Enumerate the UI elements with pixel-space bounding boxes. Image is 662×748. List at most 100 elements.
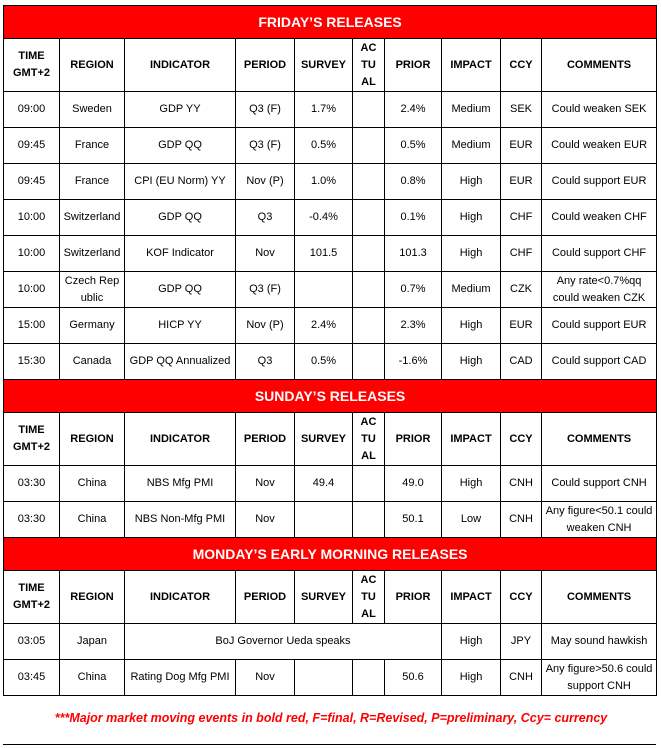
section-title-row: FRIDAY’S RELEASES [2,5,658,39]
cell-ccy: CHF [500,235,542,272]
cell-actual [352,659,385,696]
header-indicator: INDICATOR [124,38,236,92]
cell-region: Germany [59,307,125,344]
cell-period: Nov (P) [235,307,295,344]
cell-ccy: EUR [500,163,542,200]
header-region: REGION [59,412,125,466]
cell-region: China [59,659,125,696]
header-time: TIME GMT+2 [3,38,60,92]
table-row: 09:45 France GDP QQ Q3 (F) 0.5% 0.5% Medium EUR… [3,127,658,164]
cell-prior: 2.4% [384,91,442,128]
cell-impact: High [441,343,501,380]
cell-ccy: CNH [500,501,542,538]
cell-survey: 0.5% [294,343,353,380]
cell-impact: High [441,465,501,502]
cell-comments: Could support CHF [540,235,658,272]
cell-period: Nov [235,501,295,538]
header-prior: PRIOR [384,570,442,624]
cell-indicator: BoJ Governor Ueda speaks [124,623,442,660]
cell-indicator: GDP QQ [124,127,236,164]
cell-indicator: CPI (EU Norm) YY [124,163,236,200]
cell-indicator: GDP QQ Annualized [124,343,236,380]
cell-indicator: GDP QQ [124,199,236,236]
header-region: REGION [59,570,125,624]
cell-survey [294,271,353,308]
header-survey: SURVEY [294,38,353,92]
cell-comments: Could support EUR [540,163,658,200]
cell-indicator: NBS Mfg PMI [124,465,236,502]
cell-indicator: NBS Non-Mfg PMI [124,501,236,538]
cell-ccy: EUR [500,127,542,164]
cell-time: 10:00 [3,271,60,308]
cell-time: 10:00 [3,199,60,236]
table-row: 10:00 Switzerland KOF Indicator Nov 101.5 101… [3,235,658,272]
header-ccy: CCY [500,412,542,466]
table-row: 03:05 Japan BoJ Governor Ueda speaks High JP… [3,623,658,660]
cell-actual [352,501,385,538]
cell-impact: High [441,623,501,660]
header-row: TIME GMT+2 REGION INDICATOR PERIOD SURVEY AC … [3,412,658,466]
cell-period: Q3 (F) [235,271,295,308]
cell-comments: May sound hawkish [540,623,658,660]
section-title-row: SUNDAY’S RELEASES [2,379,658,413]
table-row: 10:00 Czech Republic GDP QQ Q3 (F) 0.7% Mediu… [3,271,658,308]
cell-actual [352,271,385,308]
header-impact: IMPACT [441,570,501,624]
cell-time: 03:45 [3,659,60,696]
cell-actual [352,307,385,344]
cell-indicator: HICP YY [124,307,236,344]
cell-time: 15:30 [3,343,60,380]
cell-region: Japan [59,623,125,660]
cell-impact: High [441,235,501,272]
header-indicator: INDICATOR [124,570,236,624]
cell-prior: -1.6% [384,343,442,380]
cell-prior: 50.1 [384,501,442,538]
table-row: 10:00 Switzerland GDP QQ Q3 -0.4% 0.1% High CHF… [3,199,658,236]
cell-time: 09:45 [3,163,60,200]
header-time: TIME GMT+2 [3,412,60,466]
table-row: 15:30 Canada GDP QQ Annualized Q3 0.5% -1.6% H… [3,343,658,380]
cell-actual [352,235,385,272]
header-row: TIME GMT+2 REGION INDICATOR PERIOD SURVEY AC … [3,38,658,92]
table-row: 03:45 China Rating Dog Mfg PMI Nov 50.6 High C… [3,659,658,696]
cell-region: France [59,163,125,200]
header-period: PERIOD [235,38,295,92]
header-impact: IMPACT [441,38,501,92]
cell-period: Q3 (F) [235,127,295,164]
cell-ccy: EUR [500,307,542,344]
header-ccy: CCY [500,570,542,624]
footnote: ***Major market moving events in bold re… [54,711,608,725]
cell-actual [352,199,385,236]
cell-survey: 1.7% [294,91,353,128]
cell-prior: 0.7% [384,271,442,308]
cell-time: 10:00 [3,235,60,272]
header-row: TIME GMT+2 REGION INDICATOR PERIOD SURVEY AC … [3,570,658,624]
cell-prior: 49.0 [384,465,442,502]
header-period: PERIOD [235,412,295,466]
cell-ccy: CZK [500,271,542,308]
cell-region: China [59,501,125,538]
header-prior: PRIOR [384,38,442,92]
cell-survey: 49.4 [294,465,353,502]
cell-survey: 101.5 [294,235,353,272]
cell-impact: Medium [441,271,501,308]
header-indicator: INDICATOR [124,412,236,466]
cell-prior: 0.5% [384,127,442,164]
cell-survey: 2.4% [294,307,353,344]
header-impact: IMPACT [441,412,501,466]
cell-region: Switzerland [59,199,125,236]
cell-actual [352,163,385,200]
header-comments: COMMENTS [540,570,658,624]
divider [3,744,656,745]
table-row: 15:00 Germany HICP YY Nov (P) 2.4% 2.3% High EU… [3,307,658,344]
cell-survey [294,659,353,696]
cell-impact: High [441,659,501,696]
cell-impact: Low [441,501,501,538]
cell-prior: 101.3 [384,235,442,272]
table-row: 03:30 China NBS Non-Mfg PMI Nov 50.1 Low CNH An… [3,501,658,538]
cell-impact: High [441,307,501,344]
cell-comments: Could weaken SEK [540,91,658,128]
cell-impact: High [441,199,501,236]
cell-time: 03:30 [3,501,60,538]
cell-prior: 0.8% [384,163,442,200]
